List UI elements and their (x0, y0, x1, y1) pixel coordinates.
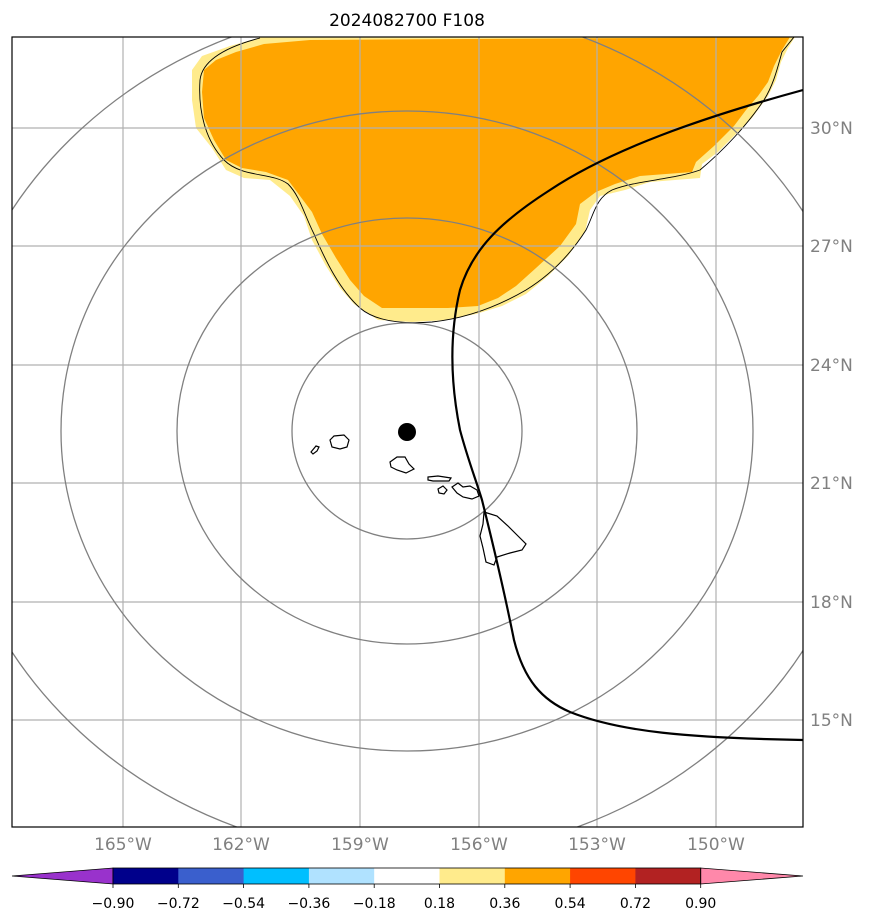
colorbar-tick-label: −0.36 (287, 896, 330, 912)
probability-contour-line (199, 37, 795, 324)
lat-label: 15°N (810, 711, 853, 731)
colorbar-segment (113, 868, 179, 884)
colorbar-tick-label: −0.18 (353, 896, 396, 912)
colorbar-outline (112, 867, 702, 885)
lon-label: 162°W (212, 835, 270, 855)
colorbar-segment (570, 868, 636, 884)
range-rings (12, 37, 803, 827)
island-niihau (310, 445, 320, 455)
map-frame (11, 36, 804, 828)
range-ring-3 (60, 110, 754, 752)
range-ring-1 (291, 322, 523, 540)
probability-fill-region (202, 37, 790, 308)
island-molokai (427, 475, 453, 482)
lat-label: 21°N (810, 474, 853, 494)
lon-label: 150°W (687, 835, 745, 855)
track-line (451, 88, 803, 742)
colorbar-extend-low (11, 867, 114, 885)
lat-label: 30°N (810, 119, 853, 139)
island-kauai (329, 434, 350, 450)
island-lanai (437, 485, 448, 495)
lon-label: 159°W (331, 835, 389, 855)
colorbar-tick-label: 0.72 (620, 896, 651, 912)
lat-labels: 30°N 27°N 24°N 21°N 18°N 15°N (810, 119, 853, 731)
islands (310, 434, 527, 566)
lon-label: 156°W (450, 835, 508, 855)
lat-label: 18°N (810, 593, 853, 613)
figure-title: 2024082700 F108 (329, 11, 485, 31)
island-hawaii (479, 511, 527, 566)
colorbar-extend-high (700, 867, 804, 885)
colorbar-tick-label: −0.90 (92, 896, 135, 912)
colorbar-tick-label: 0.36 (489, 896, 520, 912)
colorbar-segment (178, 868, 245, 884)
colorbar-segment (374, 868, 440, 884)
colorbar-tick-label: −0.54 (222, 896, 265, 912)
island-maui (451, 482, 480, 500)
map-area (12, 37, 803, 827)
colorbar-tick-label: 0.54 (555, 896, 586, 912)
colorbar-segment (635, 868, 702, 884)
colorbar-segment (308, 868, 375, 884)
lon-label: 165°W (94, 835, 152, 855)
island-oahu (389, 456, 416, 474)
lon-label: 153°W (568, 835, 626, 855)
range-ring-2 (176, 217, 638, 645)
colorbar-tick-label: −0.72 (157, 896, 200, 912)
lon-labels: 165°W 162°W 159°W 156°W 153°W 150°W (94, 835, 745, 855)
graticule (12, 37, 803, 827)
center-marker (398, 423, 416, 441)
colorbar-tick-label: 0.90 (685, 896, 716, 912)
colorbar: −0.90 −0.72 −0.54 −0.36 −0.18 0.18 0.36 0.54 0.7… (11, 867, 804, 912)
colorbar-tick-label: 0.18 (424, 896, 455, 912)
colorbar-segment (439, 868, 506, 884)
colorbar-segment (243, 868, 310, 884)
colorbar-segment (504, 868, 571, 884)
lat-label: 27°N (810, 237, 853, 257)
lat-label: 24°N (810, 356, 853, 376)
